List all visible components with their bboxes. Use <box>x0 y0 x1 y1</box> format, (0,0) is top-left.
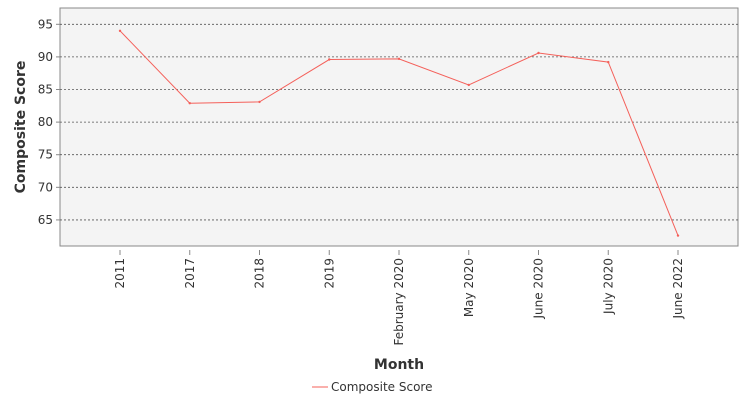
data-point <box>328 58 331 61</box>
x-tick-label: 2017 <box>183 258 197 289</box>
y-tick-label: 90 <box>38 50 53 64</box>
y-tick-label: 65 <box>38 213 53 227</box>
x-tick-label: July 2020 <box>601 258 615 315</box>
data-point <box>537 51 540 55</box>
data-point <box>607 60 610 64</box>
series-lines <box>118 29 680 237</box>
data-point <box>188 102 191 105</box>
x-tick-label: May 2020 <box>462 258 476 317</box>
x-tick-label: 2011 <box>113 258 127 289</box>
data-point <box>397 57 401 61</box>
y-tick-label: 85 <box>38 83 53 97</box>
y-tick-label: 75 <box>38 148 53 162</box>
legend: Composite Score <box>312 380 432 394</box>
y-tick-label: 70 <box>38 180 53 194</box>
x-tick-label: June 2020 <box>532 258 546 320</box>
legend-label: Composite Score <box>331 380 432 394</box>
y-tick-label: 80 <box>38 115 53 129</box>
data-point <box>467 83 470 87</box>
data-point <box>676 234 680 237</box>
plot-area <box>59 7 739 247</box>
x-axis: 2011 2017 2018 2019 February 2020 May 2020 Jun… <box>113 250 685 346</box>
x-tick-label: February 2020 <box>392 258 406 346</box>
gridlines <box>60 23 738 221</box>
y-axis-title: Composite Score <box>13 61 29 194</box>
y-axis: 65 70 75 80 85 90 95 <box>38 17 60 227</box>
data-point <box>118 29 122 33</box>
x-tick-label: 2019 <box>322 258 336 289</box>
x-tick-label: 2018 <box>253 258 267 289</box>
x-axis-title: Month <box>374 357 424 373</box>
data-point <box>258 100 261 104</box>
x-tick-label: June 2022 <box>671 258 685 320</box>
y-tick-label: 95 <box>38 17 53 31</box>
